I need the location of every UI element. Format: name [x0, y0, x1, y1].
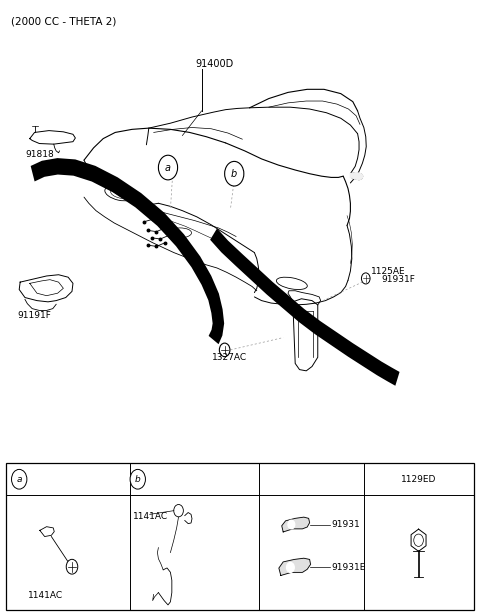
Circle shape — [414, 534, 423, 546]
Polygon shape — [350, 172, 363, 180]
Circle shape — [288, 521, 295, 529]
Text: 91931: 91931 — [331, 520, 360, 529]
Text: a: a — [165, 163, 171, 172]
Circle shape — [225, 161, 244, 186]
Text: 1125AE: 1125AE — [371, 267, 405, 275]
Text: a: a — [16, 475, 22, 484]
Text: (2000 CC - THETA 2): (2000 CC - THETA 2) — [11, 17, 116, 26]
Polygon shape — [210, 229, 399, 386]
Text: 1327AC: 1327AC — [212, 353, 247, 362]
Text: 91818: 91818 — [25, 150, 54, 159]
Circle shape — [174, 505, 183, 517]
Polygon shape — [282, 517, 310, 532]
Bar — [6, 463, 474, 610]
Text: 91191F: 91191F — [18, 311, 52, 320]
Text: 91931E: 91931E — [331, 563, 366, 572]
Circle shape — [130, 469, 145, 489]
Text: 1141AC: 1141AC — [28, 591, 63, 599]
Circle shape — [361, 273, 370, 284]
Text: b: b — [231, 169, 238, 179]
Text: 1129ED: 1129ED — [401, 475, 436, 484]
Circle shape — [12, 469, 27, 489]
Text: 91931F: 91931F — [382, 275, 416, 283]
Text: 91400D: 91400D — [196, 59, 234, 68]
Polygon shape — [279, 558, 311, 575]
Text: 1141AC: 1141AC — [133, 512, 168, 521]
Circle shape — [158, 155, 178, 180]
Circle shape — [219, 343, 230, 357]
Circle shape — [287, 562, 294, 572]
Text: b: b — [135, 475, 141, 484]
Circle shape — [66, 559, 78, 574]
Polygon shape — [31, 158, 224, 344]
